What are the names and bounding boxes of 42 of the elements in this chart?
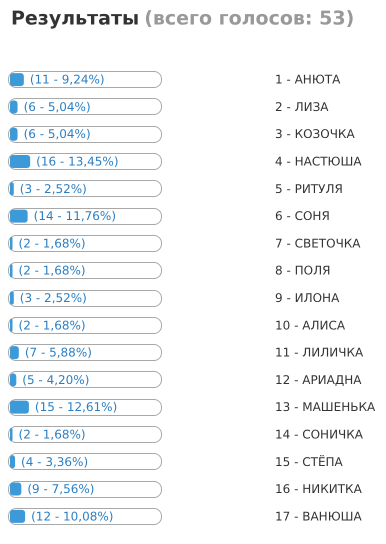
- text: (всего голосов: 53): [144, 8, 354, 30]
- y-tick-label: 14 - СОНИЧКА: [275, 427, 364, 442]
- y-tick-label: 6 - СОНЯ: [275, 209, 330, 224]
- data-label: (3 - 2,52%): [20, 182, 87, 196]
- bar: [10, 482, 22, 496]
- y-tick-label: 10 - АЛИСА: [275, 318, 346, 332]
- y-tick-label: 17 - ВАНЮША: [275, 509, 362, 524]
- y-tick-label: 13 - МАШЕНЬКА: [275, 400, 376, 414]
- y-tick-label: 9 - ИЛОНА: [275, 291, 340, 305]
- data-label: (11 - 9,24%): [30, 72, 105, 87]
- bar: [10, 210, 28, 223]
- bar: [10, 73, 24, 86]
- data-label: (2 - 1,68%): [18, 236, 86, 250]
- data-label: (4 - 3,36%): [21, 454, 88, 469]
- y-tick-label: 16 - НИКИТКА: [275, 482, 363, 496]
- data-label: (7 - 5,88%): [24, 346, 92, 360]
- y-tick-label: 12 - АРИАДНА: [275, 372, 362, 387]
- y-tick-label: 3 - КОЗОЧКА: [275, 127, 356, 142]
- y-tick-label: 5 - РИТУЛЯ: [275, 182, 343, 196]
- data-label: (9 - 7,56%): [27, 482, 94, 496]
- y-tick-label: 1 - АНЮТА: [275, 72, 342, 87]
- data-label: (5 - 4,20%): [22, 372, 90, 387]
- data-label: (16 - 13,45%): [36, 154, 119, 169]
- data-label: (6 - 5,04%): [24, 127, 91, 142]
- y-tick-label: 15 - СТЁПА: [275, 454, 344, 469]
- y-tick-label: 2 - ЛИЗА: [275, 100, 330, 114]
- bar: [10, 400, 29, 414]
- y-tick-label: 7 - СВЕТОЧКА: [275, 236, 362, 250]
- y-tick-label: 11 - ЛИЛИЧКА: [275, 346, 364, 360]
- data-label: (12 - 10,08%): [31, 509, 114, 524]
- y-tick-label: 8 - ПОЛЯ: [275, 264, 330, 278]
- bar: [10, 510, 26, 523]
- bar: [10, 155, 30, 168]
- data-label: (3 - 2,52%): [20, 291, 87, 305]
- data-label: (6 - 5,04%): [24, 100, 91, 114]
- data-label: (2 - 1,68%): [18, 318, 86, 332]
- data-label: (14 - 11,76%): [34, 209, 116, 224]
- y-tick-label: 4 - НАСТЮША: [275, 154, 362, 169]
- data-label: (2 - 1,68%): [18, 427, 86, 442]
- data-label: (2 - 1,68%): [18, 264, 86, 278]
- data-label: (15 - 12,61%): [34, 400, 118, 414]
- chart-title: Результаты: [11, 8, 140, 30]
